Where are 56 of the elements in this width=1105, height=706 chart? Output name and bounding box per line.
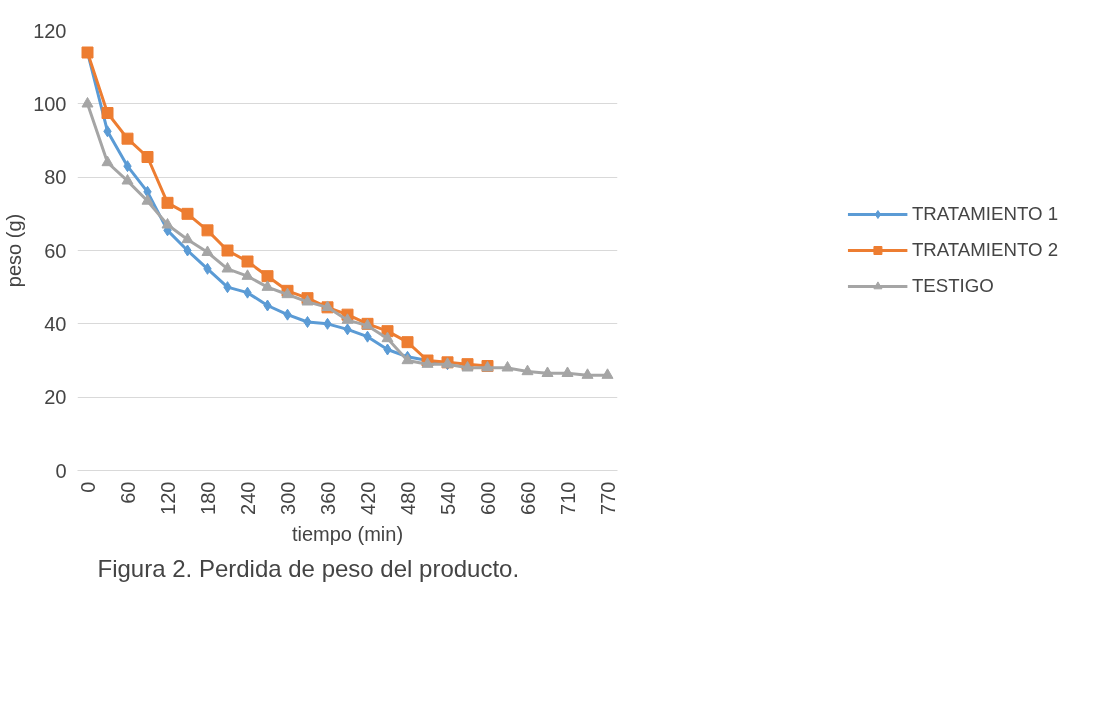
point <box>101 107 114 119</box>
point <box>221 261 234 273</box>
x-tick-label: 240 <box>236 481 259 515</box>
x-tick-label: 660 <box>516 481 539 515</box>
point <box>241 255 254 268</box>
point <box>341 313 354 324</box>
point <box>121 173 134 185</box>
x-tick-label: 540 <box>436 481 459 515</box>
x-tick-label: 60 <box>116 481 139 504</box>
y-tick-label: 20 <box>44 386 67 409</box>
point <box>241 269 254 280</box>
point <box>121 132 134 145</box>
x-axis-title: tiempo (min) <box>291 522 404 545</box>
x-tick-label: 0 <box>76 481 99 493</box>
y-tick-label: 80 <box>44 166 67 189</box>
y-tick-label: 120 <box>33 19 67 42</box>
legend-label: TRATAMIENTO 2 <box>911 239 1059 261</box>
y-axis-title: peso (g) <box>3 213 26 288</box>
legend-label: TESTIGO <box>911 275 994 297</box>
point <box>201 224 214 237</box>
x-tick-label: 180 <box>196 481 219 515</box>
point <box>401 336 414 349</box>
y-tick-label: 100 <box>33 92 67 115</box>
x-tick-label: 480 <box>396 481 419 515</box>
point <box>161 196 174 209</box>
point <box>201 245 214 257</box>
point <box>521 364 534 376</box>
point <box>141 194 154 205</box>
text: Figura 2. Perdida de peso del producto. <box>97 554 520 582</box>
legend-label: TRATAMIENTO 1 <box>911 203 1059 225</box>
x-tick-label: 600 <box>476 481 499 515</box>
point <box>181 232 194 244</box>
point <box>381 331 394 343</box>
x-tick-label: 300 <box>276 481 299 515</box>
x-tick-label: 360 <box>316 481 339 515</box>
x-tick-label: 420 <box>356 481 379 515</box>
x-tick-label: 770 <box>596 481 619 515</box>
point <box>261 280 274 291</box>
x-tick-label: 710 <box>556 481 579 515</box>
x-tick-label: 120 <box>156 481 179 515</box>
point <box>161 217 174 229</box>
y-tick-label: 40 <box>44 312 67 335</box>
point <box>81 96 94 108</box>
point <box>561 366 574 378</box>
point <box>601 368 614 379</box>
y-tick-label: 60 <box>44 239 67 262</box>
point <box>181 207 194 220</box>
point <box>581 368 594 379</box>
point <box>141 151 154 163</box>
point <box>101 155 114 167</box>
point <box>541 366 554 378</box>
point <box>303 316 312 328</box>
point <box>501 360 514 372</box>
point <box>221 244 234 257</box>
y-tick-label: 0 <box>55 459 67 482</box>
point <box>261 270 274 283</box>
